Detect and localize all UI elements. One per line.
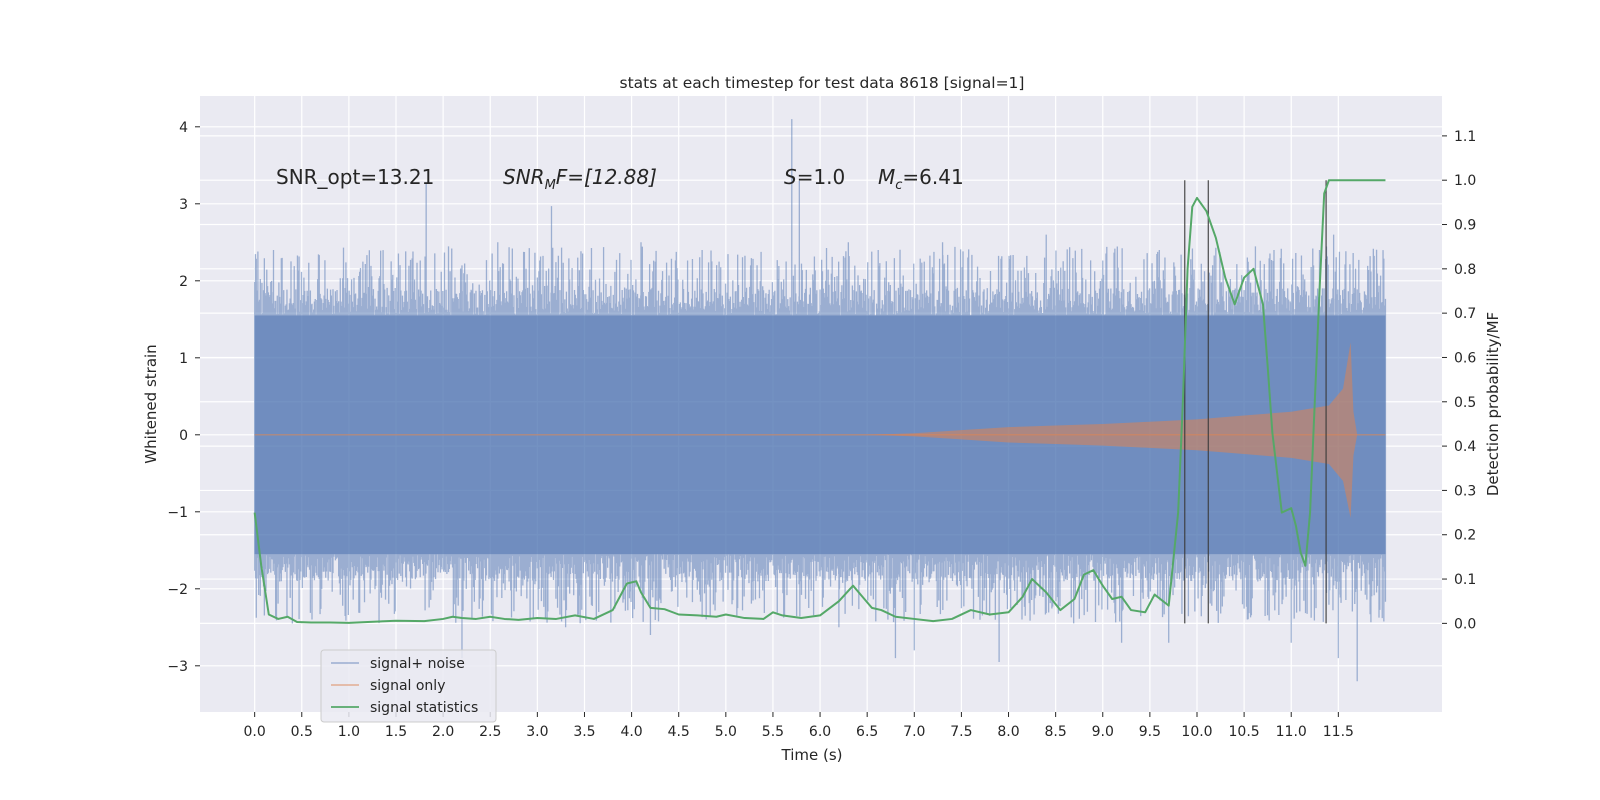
annotation-snr-mf-sub: M — [545, 178, 556, 193]
right-y-tick-label: 0.6 — [1454, 350, 1476, 366]
x-tick-label: 9.5 — [1139, 724, 1161, 740]
series-signal-only — [254, 342, 1386, 518]
x-tick-label: 5.5 — [762, 724, 784, 740]
x-tick-label: 8.5 — [1045, 724, 1067, 740]
right-y-tick-label: 0.8 — [1454, 262, 1476, 278]
x-tick-label: 1.0 — [338, 724, 360, 740]
annotation-mc-rest: =6.41 — [902, 165, 963, 189]
legend-label-signal-noise: signal+ noise — [370, 656, 465, 672]
right-y-tick-label: 1.1 — [1454, 129, 1476, 145]
x-tick-label: 0.5 — [291, 724, 313, 740]
x-tick-label: 9.0 — [1092, 724, 1114, 740]
x-tick-label: 8.0 — [997, 724, 1019, 740]
x-tick-label: 2.5 — [479, 724, 501, 740]
annotation-snr-mf-main: SNR — [503, 165, 545, 189]
right-y-axis-label: Detection probability/MF — [1484, 312, 1502, 496]
y-tick-label: 3 — [179, 197, 188, 213]
x-tick-label: 3.5 — [573, 724, 595, 740]
annotation-s-main: S — [784, 165, 797, 189]
right-y-tick-label: 0.1 — [1454, 572, 1476, 588]
right-y-tick-label: 0.7 — [1454, 306, 1476, 322]
x-tick-label: 2.0 — [432, 724, 454, 740]
annotation-snr-opt: SNR_opt=13.21 — [276, 165, 434, 189]
x-axis-ticks: 0.0 0.5 1.0 1.5 2.0 2.5 3.0 3.5 4.0 4.5 5.0 5.5 6.0 6… — [244, 712, 1354, 740]
legend-label-signal-only: signal only — [370, 678, 445, 694]
right-y-tick-label: 0.4 — [1454, 439, 1476, 455]
x-tick-label: 11.0 — [1276, 724, 1307, 740]
right-y-tick-label: 0.5 — [1454, 395, 1476, 411]
legend-label-signal-statistics: signal statistics — [370, 700, 478, 716]
right-y-tick-label: 0.3 — [1454, 483, 1476, 499]
x-tick-label: 4.0 — [620, 724, 642, 740]
right-y-tick-label: 1.0 — [1454, 173, 1476, 189]
x-tick-label: 10.5 — [1229, 724, 1260, 740]
chart-title: stats at each timestep for test data 861… — [620, 74, 1025, 92]
annotation-s: S=1.0 — [784, 165, 845, 189]
annotation-mc-main: M — [878, 165, 895, 189]
series-signal-statistics — [253, 179, 1386, 624]
y-tick-label: 0 — [179, 428, 188, 444]
annotation-snr-mf: SNRMF=[12.88] — [503, 165, 657, 193]
right-y-axis-ticks: 1.1 1.0 0.9 0.8 0.7 0.6 0.5 0.4 0.3 0.2 0.1 0.0 — [1442, 129, 1476, 632]
y-tick-label: 1 — [179, 351, 188, 367]
y-tick-label: −2 — [167, 582, 188, 598]
x-tick-label: 7.5 — [950, 724, 972, 740]
x-tick-label: 4.5 — [668, 724, 690, 740]
y-axis-ticks: 4 3 2 1 0 −1 −2 −3 — [167, 120, 200, 675]
legend: signal+ noise signal only signal statist… — [320, 649, 497, 723]
statistics-line — [253, 179, 1386, 624]
right-y-tick-label: 0.2 — [1454, 528, 1476, 544]
x-tick-label: 1.5 — [385, 724, 407, 740]
x-tick-label: 11.5 — [1323, 724, 1354, 740]
x-tick-label: 7.0 — [903, 724, 925, 740]
x-tick-label: 6.0 — [809, 724, 831, 740]
legend-frame — [320, 649, 497, 723]
y-axis-label: Whitened strain — [142, 344, 160, 463]
detection-markers — [1184, 180, 1327, 624]
y-tick-label: 2 — [179, 274, 188, 290]
annotation-s-rest: =1.0 — [797, 165, 846, 189]
x-axis-label: Time (s) — [781, 746, 843, 764]
x-tick-label: 5.0 — [715, 724, 737, 740]
x-tick-label: 10.0 — [1181, 724, 1212, 740]
x-tick-label: 6.5 — [856, 724, 878, 740]
y-tick-label: −3 — [167, 659, 188, 675]
annotation-snr-mf-rest: F=[12.88] — [556, 165, 657, 189]
x-tick-label: 3.0 — [526, 724, 548, 740]
annotation-mc: Mc=6.41 — [878, 165, 964, 193]
y-tick-label: 4 — [179, 120, 188, 136]
right-y-tick-label: 0.0 — [1454, 616, 1476, 632]
right-y-tick-label: 0.9 — [1454, 218, 1476, 234]
y-tick-label: −1 — [167, 505, 188, 521]
x-tick-label: 0.0 — [244, 724, 266, 740]
signal-envelope — [254, 342, 1386, 518]
annotation-mc-sub: c — [895, 178, 902, 193]
